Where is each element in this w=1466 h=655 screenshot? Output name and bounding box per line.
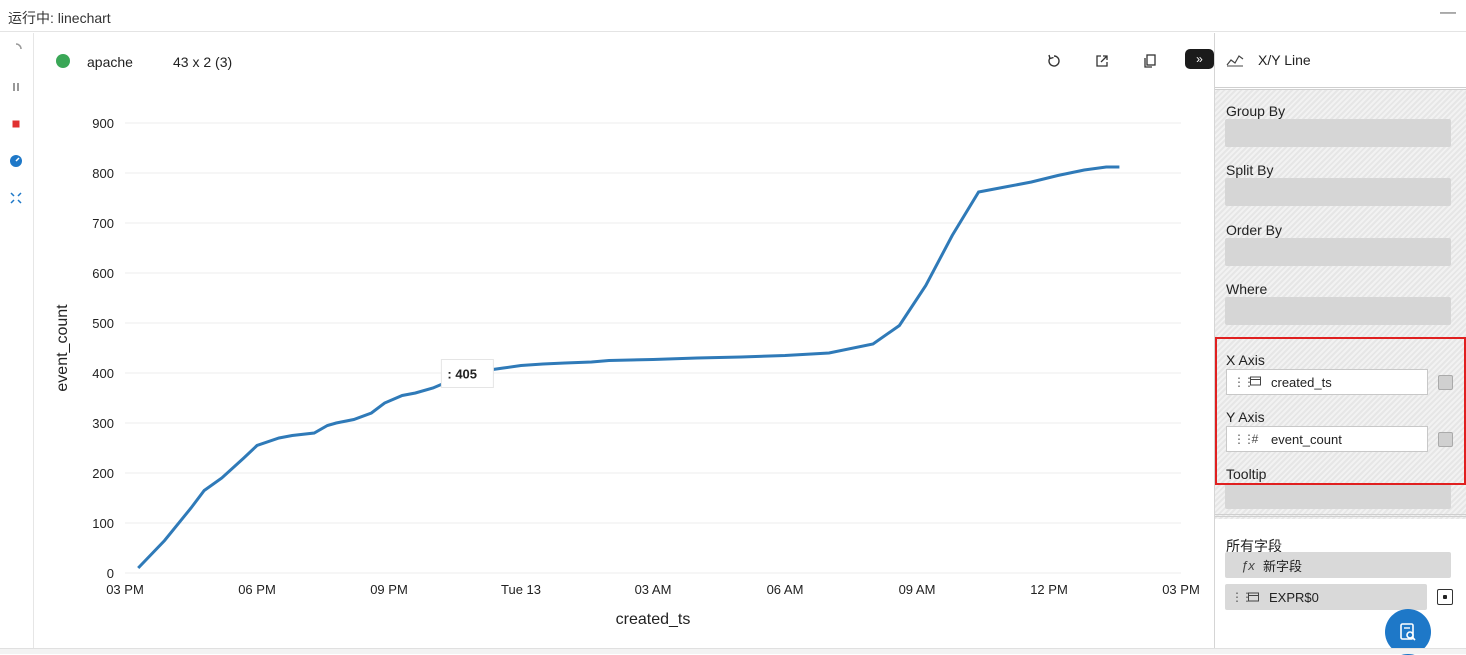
dashboard-icon[interactable] (8, 153, 24, 169)
x-tick-label: 12 PM (1030, 582, 1068, 597)
expr-field[interactable]: ⋮⋮ EXPR$0 (1225, 584, 1427, 610)
y-axis-remove-checkbox[interactable] (1438, 432, 1453, 447)
split-by-dropzone[interactable] (1225, 178, 1451, 206)
chart-tooltip: : 405 (440, 359, 494, 388)
y-tick-label: 0 (107, 566, 114, 581)
x-tick-label: 03 AM (635, 582, 672, 597)
plugin-name: X/Y Line (1258, 52, 1311, 68)
all-fields-label: 所有字段 (1226, 538, 1282, 554)
panel-divider (1215, 514, 1466, 517)
x-axis-label: created_ts (616, 611, 691, 628)
y-axis-field[interactable]: ⋮⋮ # event_count (1226, 426, 1428, 452)
where-dropzone[interactable] (1225, 297, 1451, 325)
order-by-dropzone[interactable] (1225, 238, 1451, 266)
x-axis-label: X Axis (1226, 352, 1265, 368)
minimize-button[interactable]: — (1440, 4, 1456, 21)
fullscreen-icon[interactable] (8, 190, 24, 206)
y-axis-label: event_count (54, 304, 71, 392)
new-field-button[interactable]: ƒx 新字段 (1225, 552, 1451, 578)
copy-icon[interactable] (1140, 51, 1160, 71)
y-axis-field-name: event_count (1271, 431, 1342, 447)
add-field-checkbox[interactable] (1437, 589, 1453, 605)
query-search-icon (1400, 623, 1416, 641)
number-type-icon: # (1251, 432, 1259, 446)
series-line (137, 165, 1120, 570)
loading-spinner-icon (8, 41, 24, 57)
highlight-box (1215, 337, 1466, 485)
line-chart: 0 100 200 300 400 500 600 700 800 900 03 PM 06 PM 0… (54, 116, 1200, 628)
x-axis-field[interactable]: ⋮⋮ created_ts (1226, 369, 1428, 395)
group-by-label: Group By (1226, 103, 1286, 119)
x-tick-label: 06 AM (767, 582, 804, 597)
left-toolbar (0, 33, 34, 648)
x-axis-remove-checkbox[interactable] (1438, 375, 1453, 390)
x-axis-field-name: created_ts (1271, 374, 1332, 390)
x-tick-label: 06 PM (238, 582, 276, 597)
config-panel: X/Y Line Group By Split By Order By Wher… (1214, 33, 1466, 655)
y-tick-label: 800 (92, 166, 114, 181)
pause-icon[interactable] (8, 79, 24, 95)
window-title: 运行中: linechart (8, 10, 111, 26)
y-tick-label: 500 (92, 316, 114, 331)
query-inspect-button[interactable] (1385, 609, 1431, 655)
tooltip-label: Tooltip (1226, 466, 1267, 482)
table-name: apache (87, 54, 133, 70)
status-bar (0, 648, 1466, 654)
split-by-label: Split By (1226, 162, 1274, 178)
stop-icon[interactable] (8, 116, 24, 132)
y-tick-label: 600 (92, 266, 114, 281)
y-tick-label: 200 (92, 466, 114, 481)
table-size: 43 x 2 (3) (173, 54, 233, 70)
y-axis-label: Y Axis (1226, 409, 1265, 425)
expand-panel-icon: » (1196, 52, 1203, 66)
reset-icon[interactable] (1044, 51, 1064, 71)
x-tick-label: 09 AM (899, 582, 936, 597)
y-tick-label: 100 (92, 516, 114, 531)
y-tick-label: 300 (92, 416, 114, 431)
x-tick-label: 03 PM (1162, 582, 1200, 597)
new-field-label: 新字段 (1263, 558, 1303, 574)
x-tick-label: Tue 13 (501, 582, 541, 597)
chart-area: apache 43 x 2 (3) » 0 100 200 300 400 500 600 7… (34, 33, 1214, 648)
plugin-selector[interactable]: X/Y Line (1215, 33, 1466, 90)
group-by-dropzone[interactable] (1225, 119, 1451, 147)
expr-field-name: EXPR$0 (1269, 589, 1319, 605)
drag-handle-icon[interactable]: ⋮⋮ (1231, 590, 1253, 604)
tooltip-text: : 405 (447, 367, 477, 382)
order-by-label: Order By (1226, 222, 1283, 238)
window-titlebar: 运行中: linechart — (0, 0, 1466, 32)
status-dot (56, 54, 70, 68)
y-tick-label: 400 (92, 366, 114, 381)
expand-panel-button[interactable]: » (1185, 49, 1214, 69)
x-tick-label: 09 PM (370, 582, 408, 597)
date-type-icon (1247, 375, 1263, 389)
line-chart-icon (1226, 53, 1244, 72)
where-label: Where (1226, 281, 1268, 297)
tooltip-dropzone[interactable] (1225, 483, 1451, 509)
y-tick-label: 700 (92, 216, 114, 231)
formula-icon: ƒx (1241, 557, 1255, 573)
export-icon[interactable] (1092, 51, 1112, 71)
x-tick-label: 03 PM (106, 582, 144, 597)
date-type-icon (1245, 590, 1261, 605)
y-tick-label: 900 (92, 116, 114, 131)
